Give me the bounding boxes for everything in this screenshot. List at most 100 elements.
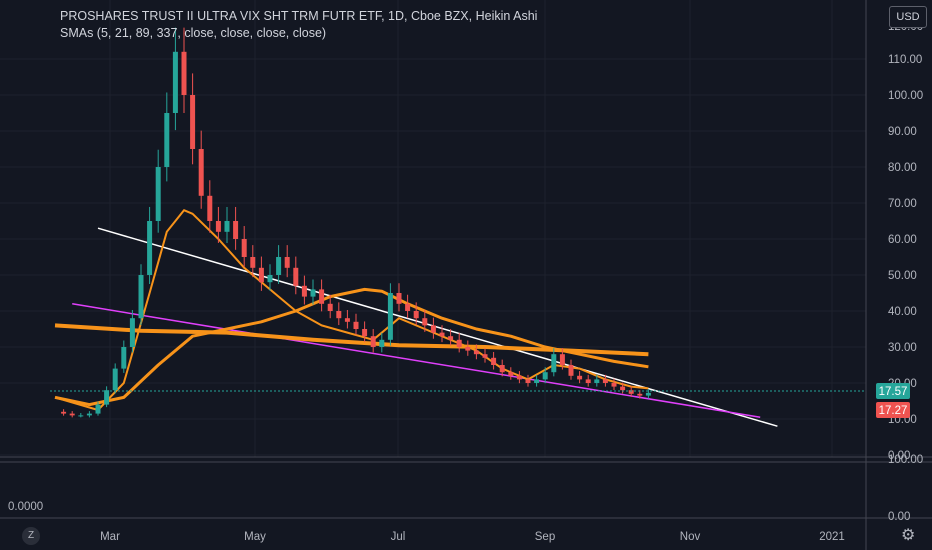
candle-body bbox=[551, 354, 557, 373]
price-badge bbox=[876, 383, 910, 399]
time-axis[interactable]: Mar May Jul Sep Nov 2021 bbox=[100, 531, 845, 543]
price-tick-label: 40.00 bbox=[888, 306, 917, 318]
candle-body bbox=[396, 293, 402, 304]
candle-body bbox=[224, 221, 230, 232]
candle-body bbox=[577, 375, 583, 380]
time-tick-label: Jul bbox=[391, 531, 406, 543]
price-badge-label: 17.57 bbox=[879, 386, 908, 398]
price-badge bbox=[876, 402, 910, 418]
candle-body bbox=[258, 267, 264, 283]
candle-body bbox=[430, 325, 436, 333]
indicator-label[interactable]: SMAs (5, 21, 89, 337, close, close, clos… bbox=[60, 26, 327, 40]
candle-body bbox=[284, 257, 290, 268]
candle-body bbox=[121, 347, 127, 369]
candle-body bbox=[516, 375, 522, 380]
candle-body bbox=[465, 347, 471, 351]
candle-body bbox=[319, 289, 325, 304]
trendline-magenta[interactable] bbox=[72, 303, 761, 418]
price-tick-label: 110.00 bbox=[888, 54, 922, 66]
candle-body bbox=[405, 303, 411, 311]
candle-body bbox=[336, 311, 342, 319]
candle-body bbox=[190, 95, 196, 149]
candle-body bbox=[78, 415, 84, 417]
candle-body bbox=[611, 383, 617, 387]
candle-body bbox=[422, 318, 428, 326]
time-tick-label: 2021 bbox=[819, 531, 845, 543]
candle-body bbox=[215, 221, 221, 232]
candle-body bbox=[534, 379, 540, 383]
candle-body bbox=[241, 239, 247, 257]
price-tick-label: 60.00 bbox=[888, 234, 917, 246]
candle-body bbox=[207, 195, 213, 221]
candle-body bbox=[645, 392, 651, 396]
price-badges: 17.57 17.27 bbox=[876, 383, 910, 418]
price-axis[interactable]: 110.00 100.00 90.00 80.00 70.00 60.00 50.00 40.… bbox=[888, 54, 923, 462]
trendline-white[interactable] bbox=[97, 227, 778, 427]
candle-body bbox=[448, 336, 454, 340]
candle-body bbox=[525, 379, 531, 383]
candle-body bbox=[568, 365, 574, 376]
time-tick-label: Sep bbox=[535, 531, 555, 543]
price-tick-label: 0.00 bbox=[888, 450, 910, 462]
candle-body bbox=[69, 413, 75, 416]
lower-pane-tick-bottom: 0.00 bbox=[888, 511, 910, 523]
candle-body bbox=[542, 372, 548, 380]
lower-pane-value: 0.0000 bbox=[8, 501, 43, 513]
candle-body bbox=[250, 257, 256, 268]
candle-body bbox=[370, 336, 376, 347]
timezone-button[interactable]: Z bbox=[22, 527, 40, 545]
candle-body bbox=[155, 167, 161, 221]
lower-pane-tick-top: 100.00 bbox=[888, 454, 923, 466]
symbol-title[interactable]: PROSHARES TRUST II ULTRA VIX SHT TRM FUT… bbox=[60, 9, 538, 23]
candle-body bbox=[362, 329, 368, 337]
candle-body bbox=[456, 339, 462, 347]
price-tick-label: 80.00 bbox=[888, 162, 917, 174]
candle-body bbox=[276, 257, 282, 275]
candle-body bbox=[413, 311, 419, 319]
time-tick-label: Mar bbox=[100, 531, 120, 543]
price-tick-label: 100.00 bbox=[888, 90, 923, 102]
candle-body bbox=[559, 354, 565, 365]
candle-body bbox=[164, 113, 170, 167]
candle-body bbox=[353, 321, 359, 329]
currency-button[interactable]: USD bbox=[889, 6, 927, 28]
candle-body bbox=[482, 354, 488, 358]
candle-body bbox=[499, 365, 505, 373]
price-tick-label: 30.00 bbox=[888, 342, 917, 354]
candle-body bbox=[112, 368, 118, 391]
candle-body bbox=[620, 386, 626, 391]
gear-icon[interactable]: ⚙ bbox=[901, 527, 916, 544]
candle-body bbox=[61, 411, 67, 414]
sma-lines bbox=[54, 209, 649, 411]
candle-body bbox=[439, 332, 445, 337]
candle-body bbox=[293, 267, 299, 286]
candle-body bbox=[95, 404, 101, 414]
candle-body bbox=[86, 413, 92, 416]
sma-line-1[interactable] bbox=[54, 287, 649, 407]
time-tick-label: Nov bbox=[680, 531, 701, 543]
candle-body bbox=[387, 293, 393, 340]
candle-body bbox=[198, 149, 204, 196]
candle-body bbox=[628, 390, 634, 394]
candle-body bbox=[138, 275, 144, 319]
candle-body bbox=[491, 357, 497, 365]
candle-body bbox=[310, 289, 316, 297]
candle-body bbox=[508, 372, 514, 376]
candle-body bbox=[327, 303, 333, 311]
candle-body bbox=[129, 318, 135, 347]
candle-body bbox=[344, 318, 350, 322]
candle-body bbox=[602, 379, 608, 383]
candle-body bbox=[233, 221, 239, 239]
sma-line-2[interactable] bbox=[54, 323, 649, 357]
candle-body bbox=[181, 51, 187, 95]
candle-body bbox=[147, 221, 153, 275]
candle-body bbox=[473, 350, 479, 355]
candle-body bbox=[594, 379, 600, 383]
candle-body bbox=[301, 285, 307, 297]
candle-body bbox=[585, 379, 591, 383]
candle-body bbox=[267, 275, 273, 283]
candle-body bbox=[637, 393, 643, 396]
chart-legend: PROSHARES TRUST II ULTRA VIX SHT TRM FUT… bbox=[60, 8, 537, 42]
price-badge-label: 17.27 bbox=[879, 405, 908, 417]
